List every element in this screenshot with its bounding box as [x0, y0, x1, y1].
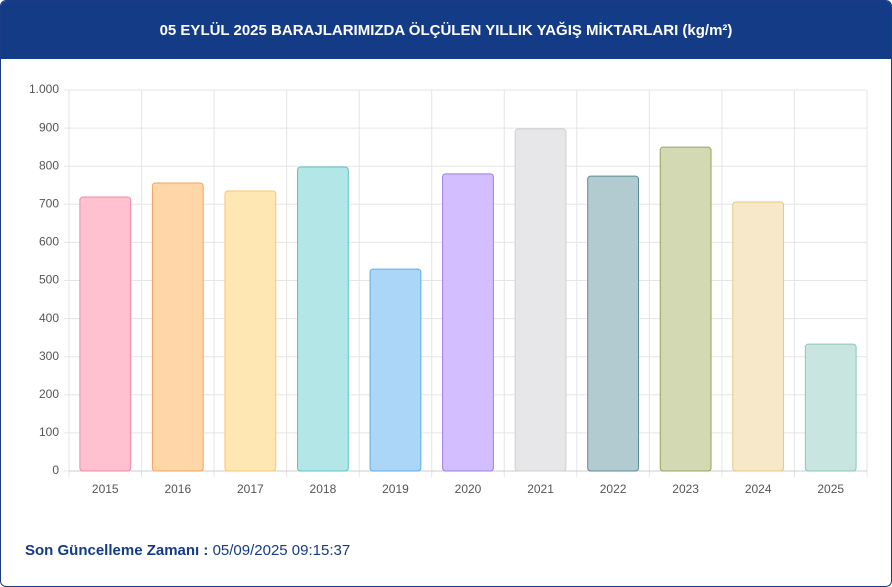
chart: 0 100 200 300 400 500 600 700 800 900 1.000 2015 201… — [29, 82, 868, 496]
timestamp: 05/09/2025 09:15:37 — [212, 542, 351, 559]
bar — [297, 166, 349, 472]
y-tick-label: 100 — [39, 425, 59, 439]
bar — [224, 190, 277, 472]
bar — [514, 128, 567, 472]
y-tick-label: 1.000 — [29, 82, 59, 96]
y-tick-label: 0 — [52, 463, 59, 477]
footer: Son Güncelleme Zamanı : 05/09/2025 09:15… — [25, 542, 350, 559]
bar — [369, 268, 422, 472]
bar — [79, 196, 132, 472]
bar — [587, 175, 639, 472]
y-tick-label: 900 — [39, 120, 59, 134]
x-tick-label: 2021 — [527, 482, 554, 496]
bar — [151, 182, 204, 472]
y-tick-label: 400 — [39, 311, 59, 325]
y-tick-label: 500 — [39, 273, 59, 287]
bar — [659, 146, 712, 472]
bar — [442, 173, 494, 472]
x-tick-label: 2025 — [817, 482, 844, 496]
y-tick-label: 800 — [39, 158, 59, 172]
x-tick-label: 2022 — [600, 482, 627, 496]
y-tick-label: 300 — [39, 349, 59, 363]
bar — [804, 343, 857, 472]
y-tick-label: 700 — [39, 196, 59, 210]
x-tick-label: 2017 — [237, 482, 264, 496]
x-tick-label: 2018 — [310, 482, 337, 496]
x-tick-label: 2015 — [92, 482, 119, 496]
x-tick-label: 2023 — [672, 482, 699, 496]
x-tick-label: 2016 — [164, 482, 191, 496]
footer-label: Son Güncelleme Zamanı : — [25, 542, 209, 559]
y-tick-label: 200 — [39, 387, 59, 401]
x-tick-label: 2019 — [382, 482, 409, 496]
chart-title: 05 EYLÜL 2025 BARAJLARIMIZDA ÖLÇÜLEN YIL… — [1, 1, 891, 59]
bar — [732, 201, 785, 472]
x-tick-label: 2024 — [745, 482, 772, 496]
y-tick-label: 600 — [39, 235, 59, 249]
x-tick-label: 2020 — [455, 482, 482, 496]
